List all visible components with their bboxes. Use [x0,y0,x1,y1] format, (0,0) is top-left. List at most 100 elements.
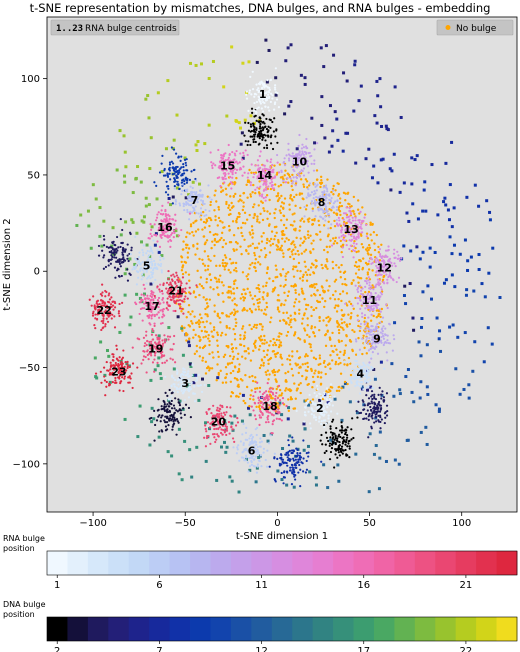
rna-bulge-point [152,267,155,270]
no-bulge-point [350,281,354,285]
rna-bulge-point [356,223,359,226]
dna-bulge-point [338,433,341,436]
no-bulge-point [224,264,228,267]
dna-bulge-point [94,197,98,201]
dna-bulge-point [379,416,382,419]
rna-bulge-point [270,158,273,161]
rna-bulge-point [369,301,373,305]
no-bulge-point [265,341,268,344]
no-bulge-point [323,359,326,363]
rna-bulge-point [350,380,353,384]
no-bulge-point [373,248,377,252]
rna-bulge-point [376,303,379,306]
no-bulge-point [311,375,315,379]
rna-bulge-point [367,385,370,388]
no-bulge-point [201,356,205,360]
rna-bulge-point [357,235,360,238]
no-bulge-point [258,187,261,190]
rna-bulge-point [338,236,341,239]
dna-bulge-point [75,223,79,227]
dna-bulge-cluster [97,217,139,282]
no-bulge-point [335,348,338,351]
rna-bulge-point [361,337,364,340]
no-bulge-point [215,264,218,268]
rna-bulge-point [388,271,392,274]
dna-bulge-point [200,377,204,381]
dna-bulge-point [374,397,378,401]
no-bulge-point [231,357,235,361]
no-bulge-point [287,290,291,293]
no-bulge-point [327,388,331,391]
dna-bulge-point [157,334,161,338]
no-bulge-point [240,252,243,256]
rna-bulge-point [245,90,248,93]
no-bulge-point [306,273,309,277]
dna-bulge-point [175,113,179,117]
no-bulge-point [322,248,326,252]
no-bulge-point [252,398,255,401]
dna-bulge-point [257,133,261,136]
rna-bulge-point [194,400,197,403]
rna-bulge-point [365,340,368,343]
dna-bulge-point [320,123,324,127]
rna-bulge-point [142,294,146,297]
rna-bulge-point [368,340,371,344]
rna-bulge-point [173,383,176,386]
no-bulge-point [248,307,252,311]
rna-bulge-point [183,379,186,382]
no-bulge-point [233,302,237,306]
no-bulge-point [352,307,355,310]
dna-bulge-point [130,218,134,222]
rna-bulge-point [367,316,370,319]
rna-bulge-point [362,297,365,300]
no-bulge-point [253,251,256,255]
rna-bulge-point [344,302,347,305]
no-bulge-point [324,365,327,369]
dna-bulge-point [386,128,390,132]
no-bulge-point [263,342,266,345]
rna-bulge-point [311,209,314,213]
no-bulge-point [275,338,279,342]
dna-bulge-point [365,417,368,420]
dna-bulge-point [179,412,182,415]
rna-bulge-point [273,452,276,455]
dna-bulge-point [178,187,181,190]
no-bulge-point [366,273,370,276]
dna-bulge-point [354,452,358,456]
dna-bulge-point [338,454,341,457]
dna-bulge-point [103,244,106,247]
dna-bulge-point [345,441,348,444]
no-bulge-point [281,363,284,366]
no-bulge-point [242,192,245,195]
rna-bulge-point [249,450,252,453]
no-bulge-point [318,230,322,233]
rna-bulge-point [309,427,312,430]
no-bulge-point [197,323,201,326]
no-bulge-point [185,339,188,342]
rna-bulge-point [320,420,323,423]
no-bulge-point [184,271,188,274]
dna-bulge-point [362,400,365,403]
rna-bulge-point [323,396,326,399]
dna-bulge-point [193,168,196,171]
no-bulge-point [332,242,336,245]
dna-bulge-point [171,166,175,169]
dna-bulge-point [314,483,318,487]
rna-bulge-point [313,190,316,193]
rna-bulge-point [369,379,372,382]
rna-bulge-point [186,196,189,199]
no-bulge-point [335,319,339,323]
dna-bulge-point [473,340,477,344]
dna-bulge-point [159,376,163,380]
no-bulge-point [213,194,216,197]
no-bulge-point [234,181,237,185]
no-bulge-point [217,216,221,220]
rna-bulge-point [278,404,281,407]
no-bulge-point [338,201,342,204]
dna-bulge-point [157,250,161,254]
no-bulge-point [196,247,199,250]
no-bulge-point [327,289,330,292]
no-bulge-point [309,251,312,255]
no-bulge-point [247,252,250,255]
rna-bulge-point [238,161,241,164]
